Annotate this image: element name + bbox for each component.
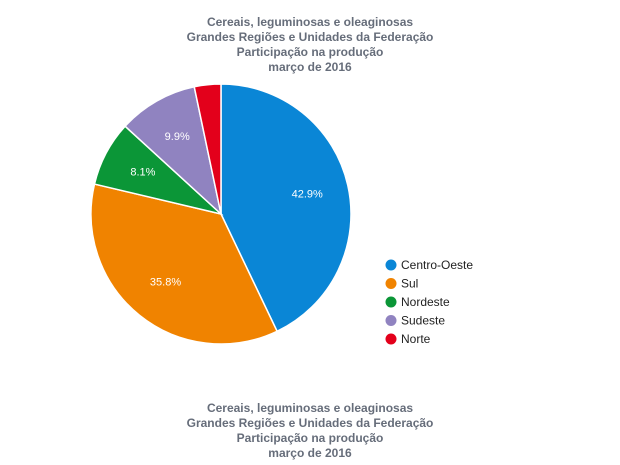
chart-title-line-3: Participação na produção [236,45,384,59]
pie-slice-sudeste[interactable] [124,85,223,217]
legend-label-centro-oeste[interactable]: Centro-Oeste [401,258,473,272]
chart-title-line-1: Cereais, leguminosas e oleaginosas [206,15,414,29]
bottom-caption-line-3: Participação na produção [236,431,384,445]
legend-swatch-nordeste [385,296,397,308]
slice-label-centro-oeste: 42.9% [292,188,323,200]
chart-title: Cereais, leguminosas e oleaginosas Grand… [0,15,620,75]
bottom-caption: Cereais, leguminosas e oleaginosas Grand… [0,401,620,461]
bottom-caption-line-4: março de 2016 [268,446,352,460]
legend-label-nordeste[interactable]: Nordeste [401,295,450,309]
pie-labels: 42.9% 35.8% 8.1% 9.9% [130,131,323,289]
pie-slices [90,83,352,345]
bottom-caption-line-1: Cereais, leguminosas e oleaginosas [206,401,414,415]
slice-label-sul: 35.8% [150,277,181,289]
legend-swatch-sul [385,278,397,289]
legend-label-norte[interactable]: Norte [401,332,431,346]
legend-swatch-norte [385,333,397,345]
bottom-caption-line-2: Grandes Regiões e Unidades da Federação [186,416,434,430]
pie-slice-norte[interactable] [193,83,222,215]
pie-slice-centro-oeste[interactable] [220,83,352,333]
legend-swatch-sudeste [385,315,397,326]
chart-title-line-4: março de 2016 [268,60,352,74]
legend-swatch-centro-oeste [385,259,397,271]
slice-label-nordeste: 8.1% [130,167,155,179]
chart-title-line-2: Grandes Regiões e Unidades da Federação [186,30,434,44]
legend: Centro-Oeste Sul Nordeste Sudeste Norte [385,258,473,346]
pie-slice-sul[interactable] [90,183,279,345]
legend-label-sudeste[interactable]: Sudeste [401,314,445,328]
slice-label-sudeste: 9.9% [165,131,190,143]
legend-label-sul[interactable]: Sul [401,277,418,291]
